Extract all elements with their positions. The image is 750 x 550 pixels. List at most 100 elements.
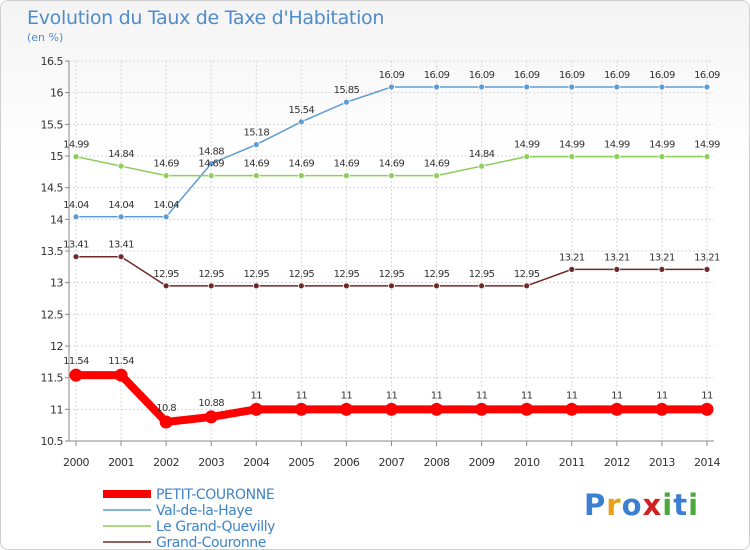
- data-point: [117, 253, 125, 261]
- y-tick-label: 13: [50, 277, 63, 290]
- data-label: 16.09: [379, 70, 405, 81]
- logo-letter: i: [662, 488, 674, 522]
- y-tick-label: 14.5: [41, 182, 64, 195]
- data-label: 13.21: [649, 252, 675, 263]
- data-label: 14.69: [243, 159, 269, 170]
- data-label: 12.95: [424, 269, 450, 280]
- data-point: [658, 153, 666, 161]
- data-label: 11: [476, 390, 488, 401]
- series-layer: [69, 83, 714, 429]
- data-point: [478, 83, 486, 91]
- data-labels: 14.04 14.04 14.04 14.88 15.18 15.54 15.85 16.09…: [63, 70, 720, 414]
- data-label: 12.95: [289, 269, 315, 280]
- data-point: [655, 402, 669, 416]
- data-point: [297, 282, 305, 290]
- data-point: [520, 402, 534, 416]
- data-point: [523, 83, 531, 91]
- data-label: 15.18: [243, 128, 269, 139]
- data-label: 14.69: [379, 159, 405, 170]
- data-point: [297, 172, 305, 180]
- data-point: [207, 160, 215, 168]
- data-label: 12.95: [334, 269, 360, 280]
- data-label: 14.99: [649, 140, 675, 151]
- data-label: 11: [341, 390, 353, 401]
- data-point: [162, 172, 170, 180]
- data-point: [204, 410, 218, 424]
- x-tick-label: 2000: [63, 456, 89, 469]
- x-tick-label: 2005: [288, 456, 314, 469]
- data-label: 16.09: [604, 70, 630, 81]
- data-label: 12.95: [198, 269, 224, 280]
- data-point: [207, 282, 215, 290]
- data-label: 14.99: [604, 140, 630, 151]
- data-label: 14.69: [153, 159, 179, 170]
- data-point: [72, 153, 80, 161]
- data-label: 13.21: [604, 252, 630, 263]
- legend-label: Val-de-la-Haye: [156, 503, 253, 519]
- data-point: [568, 83, 576, 91]
- data-point: [72, 253, 80, 261]
- data-point: [658, 83, 666, 91]
- y-tick-label: 11.5: [41, 372, 64, 385]
- data-label: 12.95: [243, 269, 269, 280]
- data-label: 14.04: [108, 200, 134, 211]
- data-label: 16.09: [559, 70, 585, 81]
- y-tick-label: 16.5: [41, 55, 64, 68]
- data-point: [343, 98, 350, 106]
- data-point: [433, 83, 440, 91]
- data-label: 11: [251, 390, 263, 401]
- data-point: [475, 402, 489, 416]
- data-point: [610, 402, 624, 416]
- x-tick-label: 2010: [514, 456, 540, 469]
- data-point: [430, 402, 444, 416]
- logo-letter: i: [688, 488, 700, 522]
- data-label: 11: [386, 390, 398, 401]
- data-label: 14.84: [108, 149, 134, 160]
- x-tick-label: 2013: [649, 456, 675, 469]
- data-point: [343, 282, 350, 290]
- data-point: [568, 265, 576, 273]
- x-tick-label: 2012: [604, 456, 630, 469]
- data-point: [433, 282, 440, 290]
- y-tick-label: 15.5: [41, 118, 64, 131]
- logo-letter: t: [673, 488, 689, 522]
- data-label: 14.69: [334, 159, 360, 170]
- data-label: 16.09: [469, 70, 495, 81]
- data-point: [388, 172, 395, 180]
- data-label: 14.99: [514, 140, 540, 151]
- data-point: [343, 172, 350, 180]
- data-point: [249, 402, 263, 416]
- data-point: [433, 172, 440, 180]
- data-label: 12.95: [153, 269, 179, 280]
- data-label: 12.95: [514, 269, 540, 280]
- data-label: 13.21: [694, 252, 720, 263]
- data-point: [252, 282, 260, 290]
- x-tick-label: 2001: [108, 456, 134, 469]
- data-point: [565, 402, 579, 416]
- data-label: 12.95: [379, 269, 405, 280]
- y-tick-label: 16: [50, 87, 63, 100]
- data-label: 14.99: [63, 140, 89, 151]
- data-point: [207, 172, 215, 180]
- data-point: [252, 141, 260, 149]
- data-label: 16.09: [649, 70, 675, 81]
- data-point: [613, 153, 621, 161]
- data-label: 10.8: [156, 403, 176, 414]
- data-label: 16.09: [514, 70, 540, 81]
- data-point: [388, 83, 395, 91]
- axes: 10.5 11 11.5 12 12.5 13 13.5 14 14.5 15 15.5 16 16.5…: [41, 55, 721, 469]
- data-point: [117, 162, 125, 170]
- logo-letter: o: [621, 488, 643, 522]
- data-point: [388, 282, 395, 290]
- x-tick-label: 2006: [333, 456, 359, 469]
- legend-label: PETIT-COURONNE: [156, 487, 274, 503]
- data-label: 11: [431, 390, 443, 401]
- data-point: [523, 282, 531, 290]
- data-label: 11: [611, 390, 623, 401]
- data-point: [114, 368, 128, 382]
- data-point: [613, 265, 621, 273]
- data-label: 11: [701, 390, 713, 401]
- data-point: [69, 368, 83, 382]
- x-tick-label: 2008: [424, 456, 450, 469]
- data-point: [384, 402, 398, 416]
